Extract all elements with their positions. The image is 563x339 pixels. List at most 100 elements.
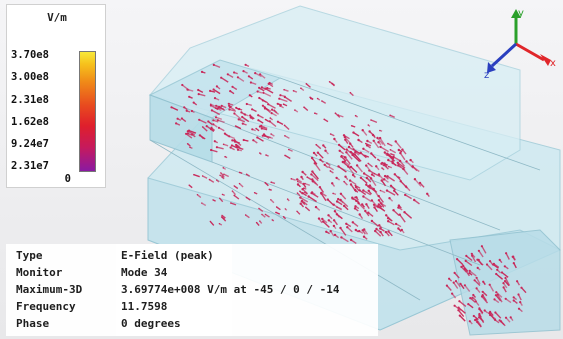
field-arrowhead: [181, 83, 184, 87]
field-arrowhead: [283, 88, 285, 91]
field-arrow: [347, 166, 355, 175]
info-label-type: Type: [16, 249, 43, 262]
field-arrow: [476, 259, 484, 266]
field-arrowhead: [465, 254, 468, 257]
field-arrow: [259, 125, 268, 129]
field-arrow: [311, 171, 319, 180]
field-arrowhead: [388, 197, 391, 200]
field-arrowhead: [377, 203, 380, 206]
field-arrowhead: [299, 190, 301, 193]
field-arrowhead: [266, 108, 268, 111]
field-arrowhead: [347, 145, 351, 149]
field-arrow: [462, 265, 469, 272]
field-arrowhead: [370, 152, 373, 155]
field-arrowhead: [333, 210, 337, 213]
field-arrowhead: [367, 189, 370, 192]
field-arrowhead: [209, 220, 211, 223]
field-arrow: [482, 294, 487, 302]
field-arrowhead: [344, 175, 347, 178]
field-arrowhead: [325, 230, 328, 233]
field-arrowhead: [377, 158, 379, 161]
info-value-frequency: 11.7598: [121, 300, 168, 313]
field-arrowhead: [233, 112, 236, 115]
field-arrowhead: [201, 202, 203, 204]
field-arrowhead: [367, 211, 370, 214]
field-arrowhead: [268, 188, 271, 191]
field-arrowhead: [282, 103, 285, 105]
field-arrowhead: [212, 119, 215, 122]
field-arrow: [171, 106, 179, 111]
field-arrowhead: [215, 104, 218, 107]
field-arrowhead: [357, 202, 360, 205]
field-arrow: [187, 130, 196, 136]
field-arrow: [213, 88, 221, 95]
field-arrowhead: [367, 162, 370, 165]
field-arrowhead: [262, 133, 266, 136]
field-arrowhead: [394, 164, 397, 166]
x-axis-label: x: [550, 58, 556, 69]
field-arrow: [376, 137, 384, 145]
field-arrow: [374, 230, 382, 237]
field-arrowhead: [186, 130, 189, 133]
field-arrowhead: [385, 214, 388, 217]
info-value-monitor: Mode 34: [121, 266, 168, 279]
field-arrowhead: [212, 88, 215, 91]
field-arrow: [338, 144, 346, 151]
x-axis-icon: [515, 42, 545, 62]
field-arrowhead: [264, 87, 267, 90]
field-arrowhead: [310, 191, 314, 194]
field-arrowhead: [398, 213, 401, 216]
field-arrowhead: [378, 136, 382, 140]
field-arrowhead: [278, 97, 281, 100]
field-arrow: [300, 200, 306, 206]
field-arrow: [478, 250, 484, 258]
field-arrow: [264, 182, 269, 187]
field-arrowhead: [300, 200, 302, 202]
field-arrow: [229, 108, 237, 112]
info-label-monitor: Monitor: [16, 266, 63, 279]
field-arrowhead: [316, 97, 319, 100]
field-arrow: [201, 202, 207, 207]
field-arrowhead: [273, 109, 276, 112]
field-arrowhead: [339, 226, 342, 230]
field-arrow: [351, 197, 360, 203]
field-arrowhead: [326, 162, 328, 164]
field-arrowhead: [322, 220, 325, 223]
field-arrowhead: [387, 142, 389, 145]
field-arrowhead: [245, 173, 248, 176]
field-arrowhead: [198, 118, 201, 121]
field-arrowhead: [336, 206, 338, 208]
field-arrowhead: [233, 71, 236, 74]
field-arrow: [362, 189, 372, 196]
field-arrowhead: [458, 300, 461, 303]
field-arrowhead: [380, 179, 383, 182]
field-arrowhead: [342, 134, 346, 137]
axis-gizmo[interactable]: y x z: [478, 6, 560, 84]
field-arrowhead: [345, 222, 348, 225]
field-arrowhead: [328, 81, 331, 83]
field-arrow: [370, 119, 378, 124]
field-arrowhead: [470, 252, 473, 255]
field-arrowhead: [210, 109, 213, 112]
field-arrowhead: [222, 143, 225, 146]
field-arrowhead: [387, 165, 390, 168]
field-arrow: [213, 64, 221, 68]
field-arrowhead: [504, 297, 507, 300]
field-arrowhead: [201, 175, 204, 177]
field-arrow: [501, 271, 509, 278]
field-arrow: [185, 133, 193, 139]
field-arrow: [350, 166, 358, 174]
field-arrow: [349, 180, 357, 186]
field-arrowhead: [365, 203, 368, 206]
field-arrowhead: [368, 169, 371, 172]
field-arrowhead: [384, 230, 388, 234]
field-arrow: [311, 192, 319, 198]
field-arrowhead: [222, 167, 225, 169]
field-arrowhead: [409, 158, 412, 162]
field-arrowhead: [327, 214, 330, 217]
field-arrowhead: [471, 296, 474, 299]
field-arrow: [306, 176, 313, 181]
field-arrow: [220, 77, 229, 83]
field-arrowhead: [332, 224, 336, 228]
